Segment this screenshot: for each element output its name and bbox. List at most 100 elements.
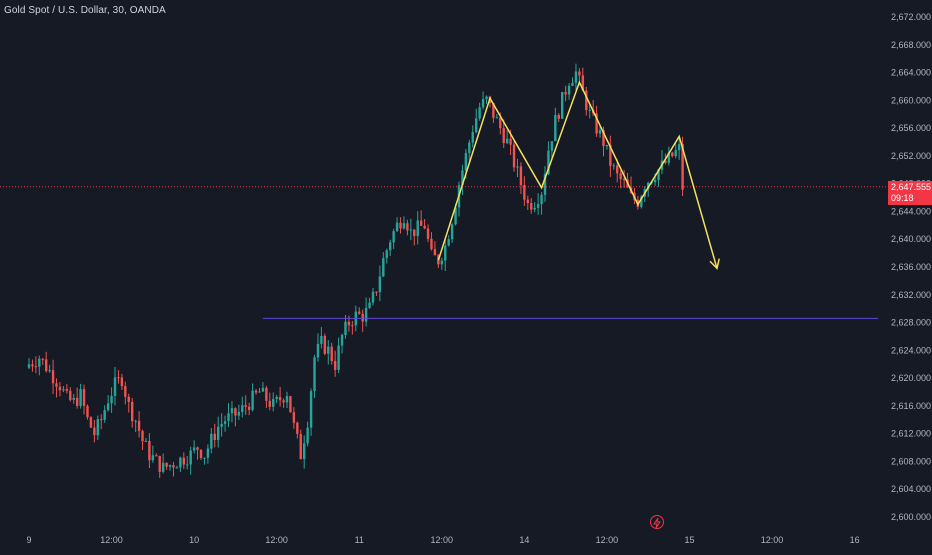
price-tick-label: 2,656.000: [891, 123, 931, 133]
candle-body: [306, 427, 309, 444]
candle-body: [423, 225, 426, 229]
candle-body: [523, 185, 526, 200]
candle-body: [251, 390, 254, 410]
candle-body: [375, 291, 378, 293]
candle-body: [657, 169, 660, 181]
candle-body: [399, 222, 402, 229]
candle-body: [426, 228, 430, 239]
drawings-layer[interactable]: [0, 80, 888, 319]
time-tick-label: 12:00: [761, 535, 784, 545]
candle-body: [237, 411, 241, 416]
price-tick-label: 2,672.000: [891, 12, 931, 22]
candle-body: [419, 220, 423, 226]
arrow-head: [709, 258, 720, 270]
price-tick-label: 2,660.000: [891, 95, 931, 105]
candle-body: [206, 448, 210, 458]
candle-body: [533, 207, 536, 210]
time-tick-label: 12:00: [265, 535, 288, 545]
candle-body: [41, 358, 44, 360]
candle-body: [34, 366, 38, 368]
candle-body: [333, 361, 337, 370]
candle-body: [409, 229, 413, 231]
candle-body: [564, 92, 567, 95]
candle-body: [120, 377, 124, 387]
candle-body: [481, 99, 485, 108]
candle-body: [492, 102, 495, 118]
candle-body: [282, 400, 285, 403]
price-tick-label: 2,600.000: [891, 512, 931, 522]
candle-body: [27, 364, 31, 368]
time-axis[interactable]: 9 12:00 10 12:00 11 12:00 14 12:00 15 12:00 16: [26, 535, 859, 545]
candle-body: [358, 311, 361, 314]
candle-body: [51, 370, 55, 384]
candle-body: [588, 109, 591, 111]
candle-body: [192, 447, 196, 451]
candle-body: [89, 417, 93, 428]
candle-body: [227, 413, 230, 422]
candle-body: [55, 383, 58, 387]
last-price-tag: 2,647.555 09:18: [888, 181, 932, 205]
candle-body: [557, 115, 560, 119]
candle-body: [550, 141, 554, 151]
candle-body: [416, 220, 419, 237]
candle-body: [203, 457, 206, 459]
candle-body: [585, 90, 588, 110]
candle-body: [499, 117, 502, 129]
candle-body: [512, 144, 516, 168]
candle-body: [351, 325, 354, 327]
candle-body: [161, 462, 165, 472]
candle-body: [598, 130, 602, 134]
candle-body: [309, 391, 313, 428]
candle-body: [303, 443, 306, 460]
candle-body: [313, 357, 316, 392]
candle-body: [526, 199, 529, 203]
candle-body: [433, 249, 437, 256]
price-axis[interactable]: 2,672.000 2,668.000 2,664.000 2,660.000 2,65…: [891, 12, 931, 522]
candle-body: [210, 433, 213, 449]
candle-body: [471, 132, 474, 143]
candle-body: [447, 239, 450, 246]
candle-body: [681, 144, 684, 190]
candle-body: [382, 258, 385, 277]
candle-body: [454, 207, 457, 225]
price-tick-label: 2,668.000: [891, 40, 931, 50]
candle-body: [468, 142, 471, 154]
candle-body: [230, 408, 234, 414]
candle-body: [223, 421, 227, 424]
candle-body: [361, 313, 364, 322]
bolt-icon[interactable]: [650, 515, 664, 529]
candle-body: [619, 173, 622, 180]
candle-body: [602, 130, 605, 147]
candle-body: [547, 150, 550, 175]
candle-body: [189, 450, 192, 465]
candle-body: [554, 115, 557, 142]
time-tick-label: 12:00: [596, 535, 619, 545]
candle-body: [155, 455, 158, 457]
candle-body: [540, 194, 543, 205]
price-tick-label: 2,620.000: [891, 373, 931, 383]
candle-body: [567, 85, 571, 95]
candle-body: [179, 457, 182, 468]
candle-body: [65, 389, 69, 391]
candle-body: [48, 370, 51, 372]
candle-body: [289, 396, 292, 413]
price-tick-label: 2,604.000: [891, 484, 931, 494]
candle-body: [616, 165, 619, 174]
candle-body: [172, 465, 175, 468]
candle-body: [75, 397, 79, 406]
candle-body: [530, 202, 533, 210]
candle-body: [378, 276, 382, 293]
candle-body: [385, 250, 388, 259]
candles-layer: [27, 63, 684, 478]
candle-body: [347, 321, 351, 326]
candle-body: [100, 419, 103, 421]
candle-body: [137, 420, 141, 431]
candle-body: [327, 346, 330, 354]
candle-body: [265, 387, 268, 401]
candle-body: [261, 387, 265, 392]
price-tick-label: 2,624.000: [891, 345, 931, 355]
candle-body: [151, 455, 155, 461]
candle-body: [258, 391, 261, 393]
